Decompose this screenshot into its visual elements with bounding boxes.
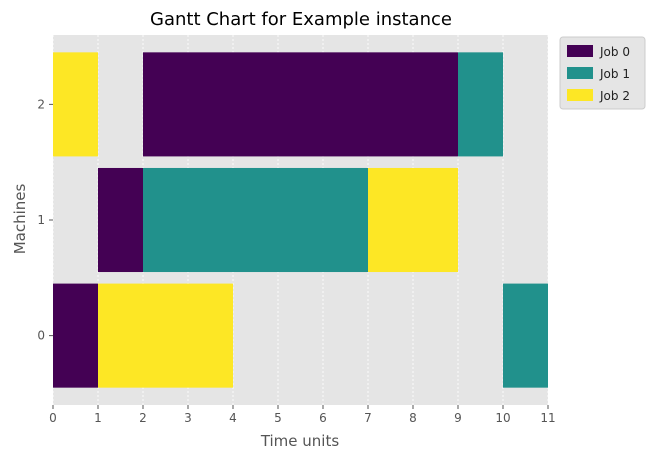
x-tick-label: 1: [94, 411, 102, 425]
task-bar: [368, 167, 458, 273]
x-tick-label: 3: [184, 411, 192, 425]
x-tick-label: 7: [364, 411, 372, 425]
task-bar: [143, 52, 458, 157]
task-bar: [53, 52, 98, 157]
y-tick-label: 1: [37, 213, 45, 227]
x-tick-label: 6: [319, 411, 327, 425]
task-bars: [53, 52, 548, 388]
legend-label: Job 1: [599, 67, 630, 81]
y-tick-label: 2: [37, 97, 45, 111]
x-tick-label: 2: [139, 411, 147, 425]
y-axis-label: Machines: [11, 184, 29, 255]
x-axis-label: Time units: [260, 432, 340, 450]
x-tick-label: 8: [409, 411, 417, 425]
legend: Job 0 Job 1 Job 2: [559, 36, 646, 110]
chart-title: Gantt Chart for Example instance: [150, 9, 452, 30]
task-bar: [53, 283, 98, 388]
x-tick-label: 9: [454, 411, 462, 425]
task-bar: [98, 283, 233, 388]
task-bar: [98, 167, 143, 273]
legend-swatch: [567, 45, 593, 57]
y-axis: 0 1 2: [37, 97, 53, 343]
y-tick-label: 0: [37, 329, 45, 343]
x-tick-label: 5: [274, 411, 282, 425]
x-tick-label: 4: [229, 411, 237, 425]
x-tick-label: 10: [495, 411, 510, 425]
legend-swatch: [567, 89, 593, 101]
task-bar: [503, 283, 548, 388]
x-tick-label: 11: [540, 411, 555, 425]
legend-label: Job 2: [599, 89, 630, 103]
task-bar: [143, 167, 368, 273]
x-tick-label: 0: [49, 411, 57, 425]
legend-swatch: [567, 67, 593, 79]
legend-label: Job 0: [599, 45, 630, 59]
x-axis: 0 1 2 3 4 5 6 7 8 9 10 11: [49, 405, 556, 425]
task-bar: [458, 52, 503, 157]
